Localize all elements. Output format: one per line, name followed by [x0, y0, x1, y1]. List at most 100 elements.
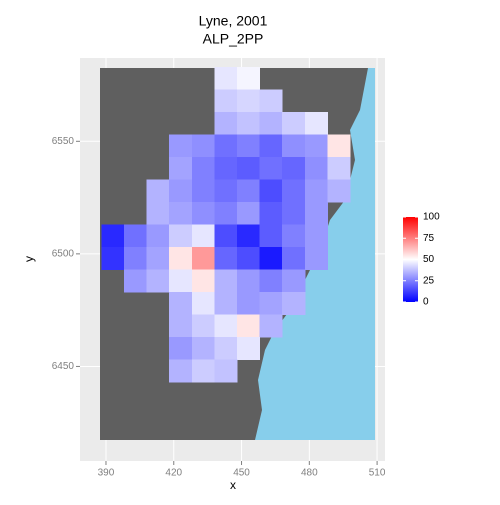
raster-cell [282, 134, 306, 158]
raster-cell [282, 157, 306, 181]
raster-cell [124, 224, 148, 248]
raster-cell [191, 179, 215, 203]
raster-cell [146, 179, 170, 203]
raster-cell [282, 224, 306, 248]
raster-cell [101, 247, 125, 271]
raster-cell [237, 337, 261, 361]
colorbar-tick-label: 0 [423, 297, 429, 308]
x-tick-label: 420 [165, 468, 182, 479]
raster-cell [304, 112, 328, 136]
raster-cell [237, 67, 261, 91]
raster-cell [259, 202, 283, 226]
y-tick-label: 6550 [52, 136, 75, 147]
raster-cell [191, 359, 215, 383]
raster-cell [237, 89, 261, 113]
raster-cell [282, 202, 306, 226]
raster-cell [146, 224, 170, 248]
raster-cell [169, 359, 193, 383]
raster-cell [101, 224, 125, 248]
raster-cell [282, 269, 306, 293]
raster-cell [259, 314, 283, 338]
raster-cell [282, 292, 306, 316]
raster-cell [169, 247, 193, 271]
raster-cell [191, 247, 215, 271]
raster-cell [214, 179, 238, 203]
raster-cell [191, 202, 215, 226]
raster-cell [259, 112, 283, 136]
raster-cell [191, 269, 215, 293]
y-axis-label: y [22, 256, 36, 262]
raster-cell [191, 157, 215, 181]
raster-cell [282, 112, 306, 136]
raster-cell [282, 179, 306, 203]
raster-cell [169, 292, 193, 316]
colorbar-tick-label: 100 [423, 212, 440, 223]
raster-cell [146, 202, 170, 226]
raster-cell [191, 337, 215, 361]
x-tick-label: 450 [233, 468, 250, 479]
chart-title: Lyne, 2001 [199, 13, 268, 29]
raster-cell [191, 134, 215, 158]
raster-cell [327, 134, 351, 158]
raster-cell [214, 134, 238, 158]
raster-cell [146, 247, 170, 271]
x-tick-label: 390 [98, 468, 115, 479]
raster-cell [259, 247, 283, 271]
raster-cell [214, 269, 238, 293]
colorbar [403, 217, 418, 302]
raster-cell [304, 202, 328, 226]
raster-cell [191, 314, 215, 338]
raster-cell [214, 247, 238, 271]
raster-cell [214, 112, 238, 136]
raster-cell [169, 314, 193, 338]
raster-cell [304, 247, 328, 271]
raster-cell [169, 224, 193, 248]
raster-cell [259, 292, 283, 316]
raster-cell [259, 134, 283, 158]
raster-cell [304, 179, 328, 203]
raster-cell [124, 269, 148, 293]
raster-cell [214, 157, 238, 181]
raster-cell [304, 157, 328, 181]
raster-cell [327, 157, 351, 181]
sea [255, 68, 375, 440]
raster-cell [169, 157, 193, 181]
raster-cell [214, 89, 238, 113]
raster-cell [214, 202, 238, 226]
chart-subtitle: ALP_2PP [203, 31, 264, 47]
colorbar-tick-label: 50 [423, 254, 435, 265]
raster-cell [237, 314, 261, 338]
raster-cell [214, 337, 238, 361]
raster-cell [214, 314, 238, 338]
raster-cell [214, 292, 238, 316]
raster-cell [146, 269, 170, 293]
raster-cell [237, 157, 261, 181]
raster-cell [282, 247, 306, 271]
y-tick-label: 6500 [52, 249, 75, 260]
raster-cell [259, 269, 283, 293]
x-tick-label: 510 [369, 468, 386, 479]
raster-cell [304, 224, 328, 248]
raster-cell [214, 67, 238, 91]
raster-cell [169, 179, 193, 203]
raster-cell [191, 224, 215, 248]
raster-cell [237, 224, 261, 248]
raster-cell [237, 179, 261, 203]
raster-cell [237, 269, 261, 293]
x-tick-label: 480 [301, 468, 318, 479]
raster-cell [237, 112, 261, 136]
colorbar-tick-label: 25 [423, 275, 435, 286]
raster-cell [169, 269, 193, 293]
raster-cell [259, 179, 283, 203]
raster-cell [327, 179, 351, 203]
raster-cell [259, 157, 283, 181]
x-axis-label: x [230, 478, 236, 492]
raster-cell [237, 202, 261, 226]
raster-cell [214, 224, 238, 248]
raster-cell [237, 134, 261, 158]
raster-cell [169, 337, 193, 361]
raster-cell [169, 134, 193, 158]
colorbar-tick-label: 75 [423, 233, 435, 244]
raster-cell [304, 134, 328, 158]
